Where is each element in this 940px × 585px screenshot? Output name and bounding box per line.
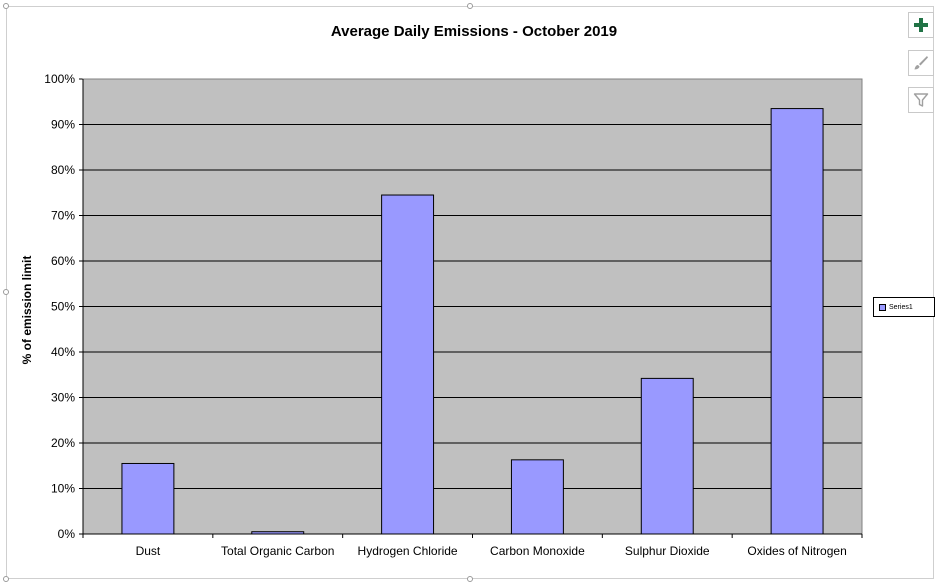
x-tick-label: Total Organic Carbon xyxy=(221,544,334,558)
y-tick-labels: 0% 10% 20% 30% 40% 50% 60% 70% 80% 90% 100% xyxy=(44,72,75,541)
bar[interactable] xyxy=(510,459,564,535)
bar[interactable] xyxy=(770,108,824,535)
x-tick-label: Sulphur Dioxide xyxy=(625,544,710,558)
y-tick-label: 70% xyxy=(51,209,75,223)
y-axis-label: % of emission limit xyxy=(20,256,34,365)
brush-icon xyxy=(914,56,928,70)
axes xyxy=(79,78,863,538)
chart-elements-button[interactable] xyxy=(908,12,934,38)
x-tick-label: Hydrogen Chloride xyxy=(358,544,458,558)
y-tick-label: 0% xyxy=(58,527,76,541)
y-tick-label: 40% xyxy=(51,345,75,359)
bar[interactable] xyxy=(381,194,435,535)
bar-series[interactable] xyxy=(121,108,824,535)
y-tick-label: 100% xyxy=(44,72,75,86)
resize-handle-top-left[interactable] xyxy=(3,3,9,9)
y-tick-label: 30% xyxy=(51,391,75,405)
resize-handle-bottom-left[interactable] xyxy=(3,576,9,582)
plus-icon xyxy=(914,18,928,32)
chart-filters-button[interactable] xyxy=(908,87,934,113)
y-tick-label: 90% xyxy=(51,118,75,132)
bar[interactable] xyxy=(640,377,694,535)
legend-entry-label: Series1 xyxy=(889,303,913,311)
y-tick-label: 10% xyxy=(51,482,75,496)
x-tick-label: Dust xyxy=(136,544,161,558)
filter-icon xyxy=(913,93,929,107)
legend[interactable]: Series1 xyxy=(873,297,935,317)
y-tick-label: 20% xyxy=(51,436,75,450)
y-tick-label: 50% xyxy=(51,300,75,314)
x-tick-labels: Dust Total Organic Carbon Hydrogen Chlorid… xyxy=(136,544,847,558)
resize-handle-left[interactable] xyxy=(3,289,9,295)
resize-handle-bottom[interactable] xyxy=(467,576,473,582)
y-tick-label: 60% xyxy=(51,254,75,268)
chart-styles-button[interactable] xyxy=(908,50,934,76)
x-tick-label: Oxides of Nitrogen xyxy=(747,544,846,558)
bar[interactable] xyxy=(121,462,175,535)
resize-handle-top[interactable] xyxy=(467,3,473,9)
y-tick-label: 80% xyxy=(51,163,75,177)
x-tick-label: Carbon Monoxide xyxy=(490,544,585,558)
legend-swatch xyxy=(879,303,886,311)
chart-title: Average Daily Emissions - October 2019 xyxy=(331,23,617,40)
